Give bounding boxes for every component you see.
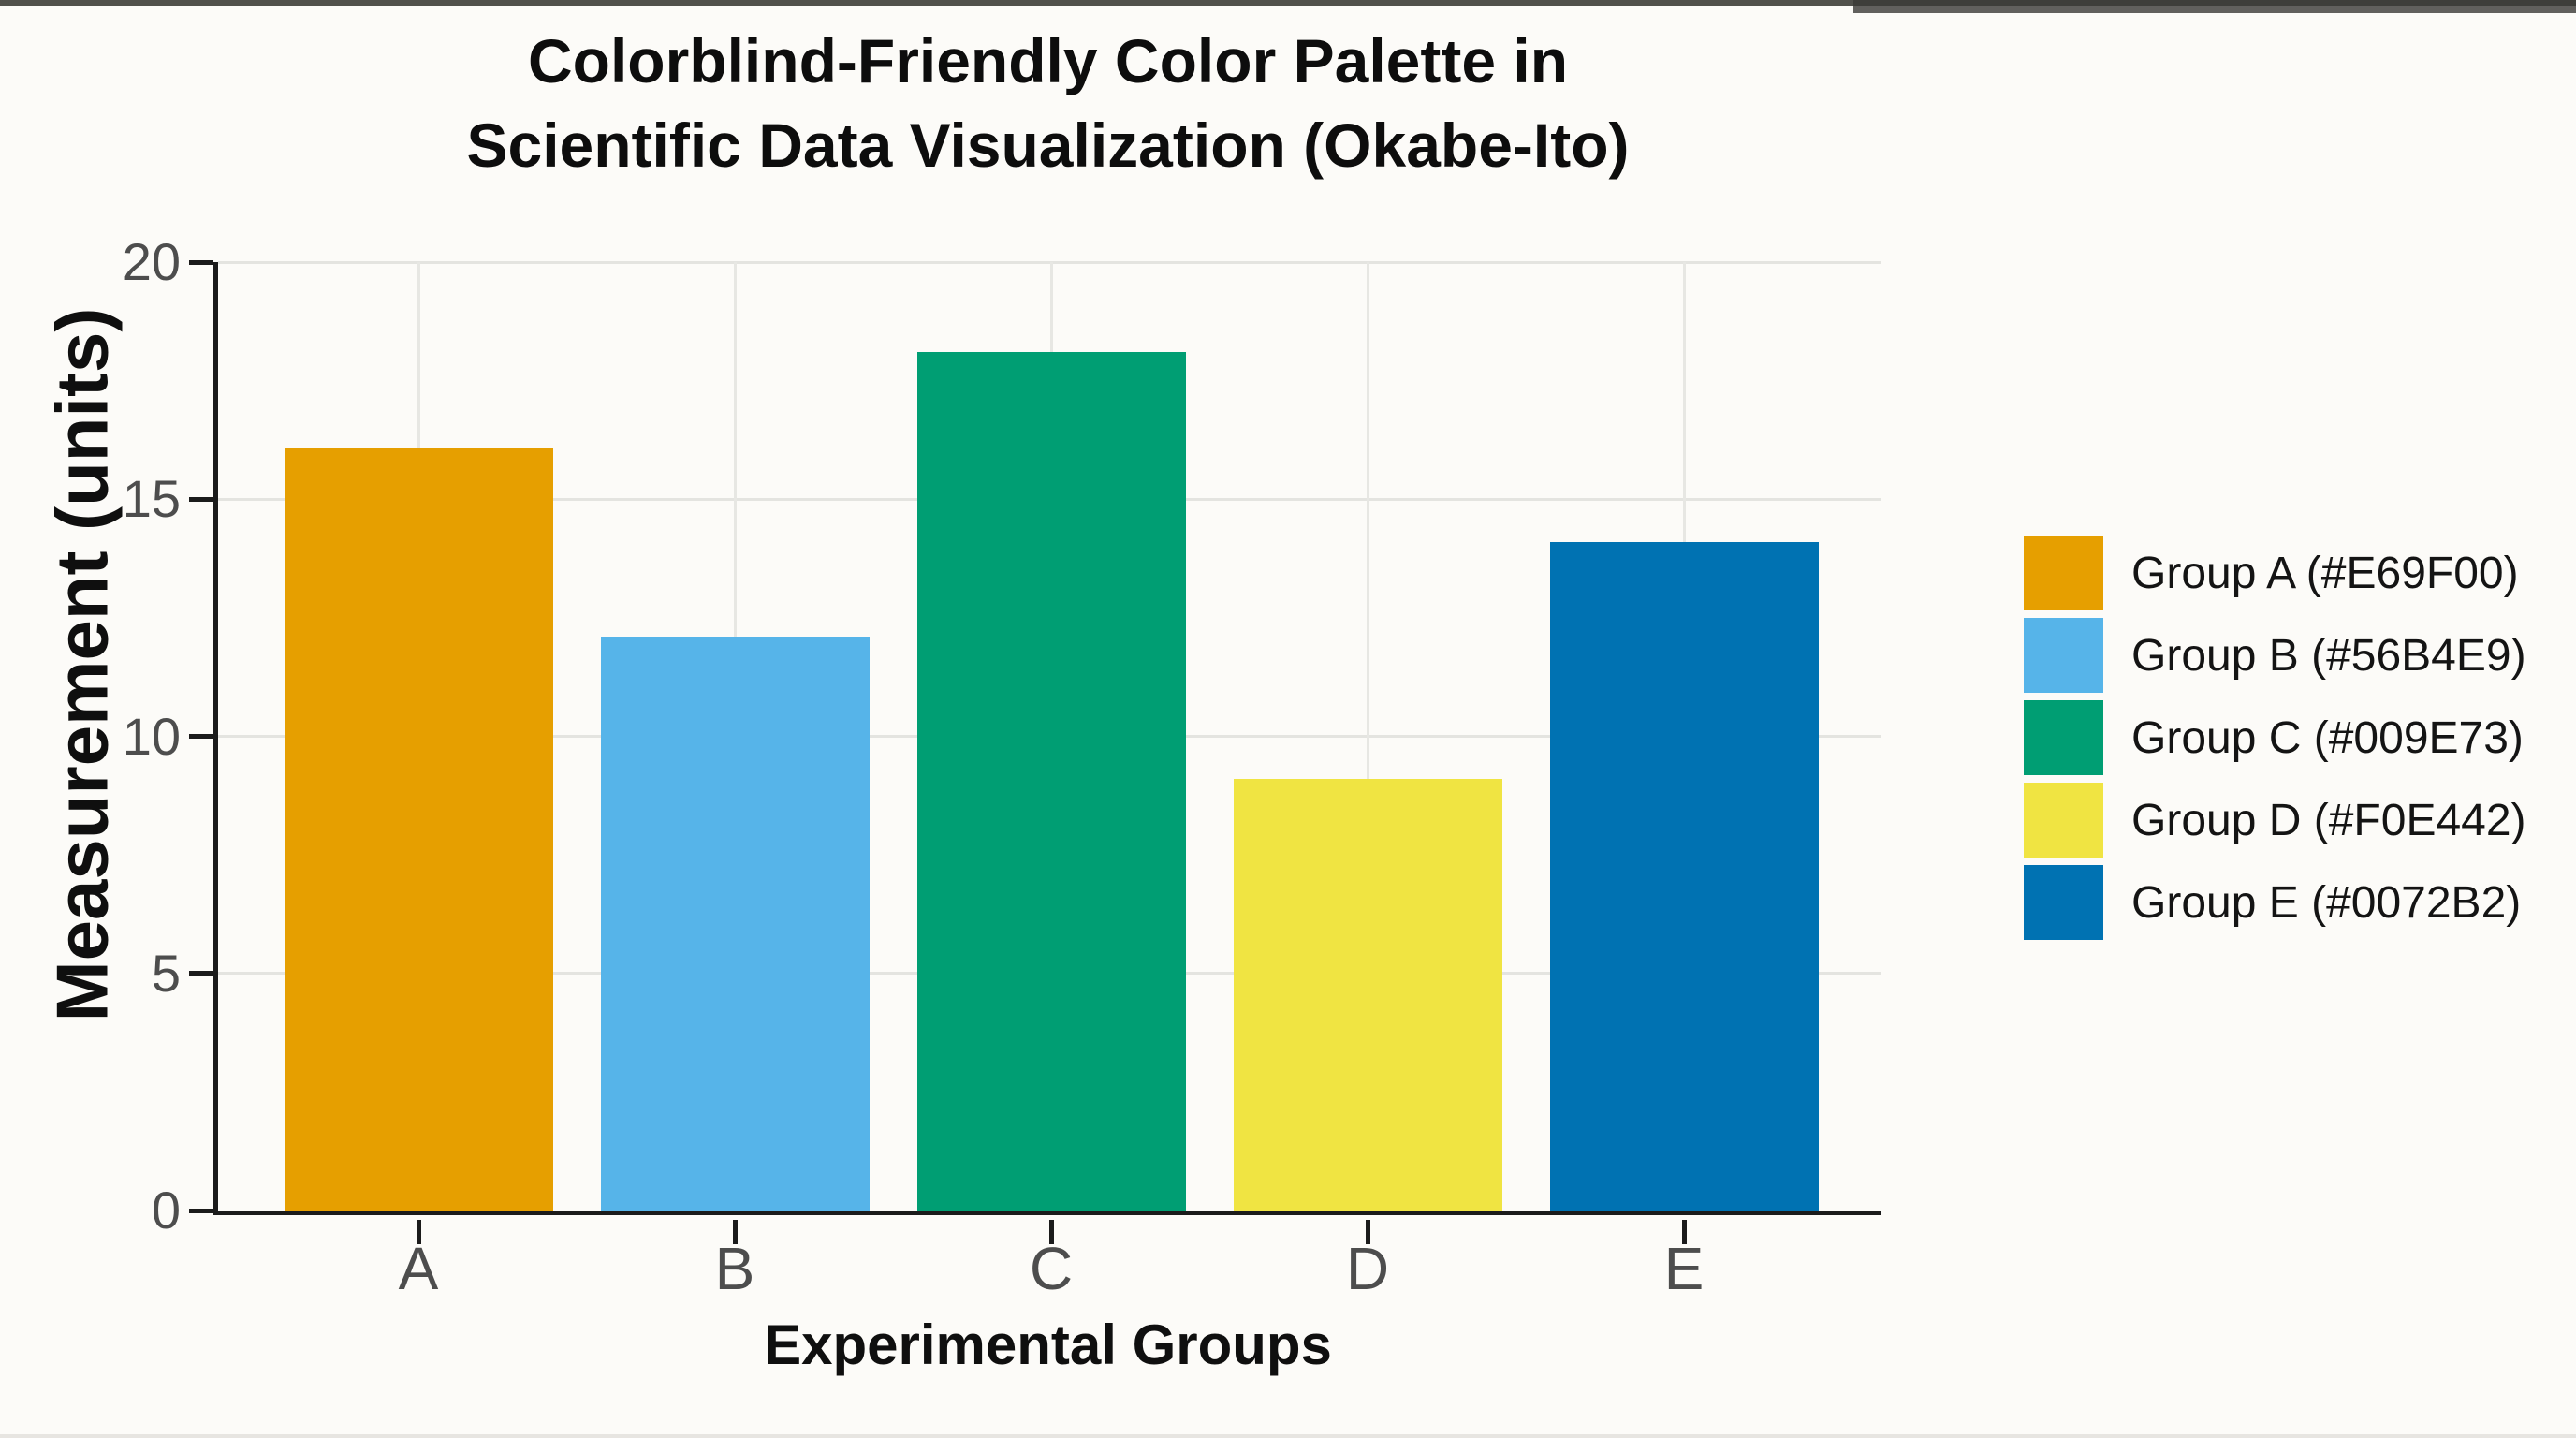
y-axis-title: Measurement (units) [40,307,124,1022]
legend-label: Group D (#F0E442) [2131,795,2526,845]
x-tick-mark [732,1220,738,1244]
y-tick-mark [189,1208,213,1213]
legend-label: Group E (#0072B2) [2131,877,2522,928]
y-tick-mark [189,971,213,976]
v-gridline [1366,262,1369,1211]
bar-group-b [600,637,870,1211]
y-tick-mark [189,259,213,265]
photo-top-edge [0,0,2576,6]
legend-item: Group D (#F0E442) [2024,783,2526,858]
y-tick-label: 5 [151,943,181,1003]
legend-label: Group C (#009E73) [2131,712,2524,763]
chart-title-line1: Colorblind-Friendly Color Palette in [527,26,1569,95]
x-tick-label: A [398,1235,439,1302]
bar-group-e [1549,541,1819,1211]
y-tick-mark [189,496,213,502]
legend-item: Group B (#56B4E9) [2024,618,2526,693]
x-tick-mark [416,1220,421,1244]
legend-swatch [2024,536,2103,610]
bar-group-d [1233,779,1502,1211]
legend: Group A (#E69F00) Group B (#56B4E9) Group … [2024,536,2526,940]
y-tick-label: 20 [122,232,181,291]
legend-item: Group C (#009E73) [2024,700,2526,775]
legend-label: Group A (#E69F00) [2131,548,2519,598]
y-tick-label: 10 [122,706,181,766]
chart-title-line2: Scientific Data Visualization (Okabe-Ito… [466,110,1630,180]
chart-title: Colorblind-Friendly Color Palette in Sci… [213,19,1882,187]
legend-swatch [2024,783,2103,858]
x-tick-mark [1365,1220,1370,1244]
x-tick-label: C [1029,1235,1074,1302]
bar-group-a [284,447,553,1211]
legend-label: Group B (#56B4E9) [2131,630,2526,681]
legend-item: Group A (#E69F00) [2024,536,2526,610]
legend-item: Group E (#0072B2) [2024,865,2526,940]
legend-swatch [2024,865,2103,940]
photo-top-right-edge [1853,0,2576,13]
x-tick-mark [1681,1220,1687,1244]
x-tick-mark [1048,1220,1054,1244]
x-axis-title: Experimental Groups [764,1313,1332,1376]
x-tick-label: B [714,1235,755,1302]
plot-panel: 0 5 10 15 20 A B C D E [123,236,1881,1299]
legend-swatch [2024,700,2103,775]
photo-bottom-edge [0,1434,2576,1438]
x-tick-label: E [1663,1235,1705,1302]
legend-swatch [2024,618,2103,693]
x-tick-label: D [1345,1235,1390,1302]
y-tick-mark [189,734,213,739]
y-tick-label: 0 [151,1181,181,1240]
bar-group-c [916,352,1186,1211]
y-tick-label: 15 [122,469,181,529]
